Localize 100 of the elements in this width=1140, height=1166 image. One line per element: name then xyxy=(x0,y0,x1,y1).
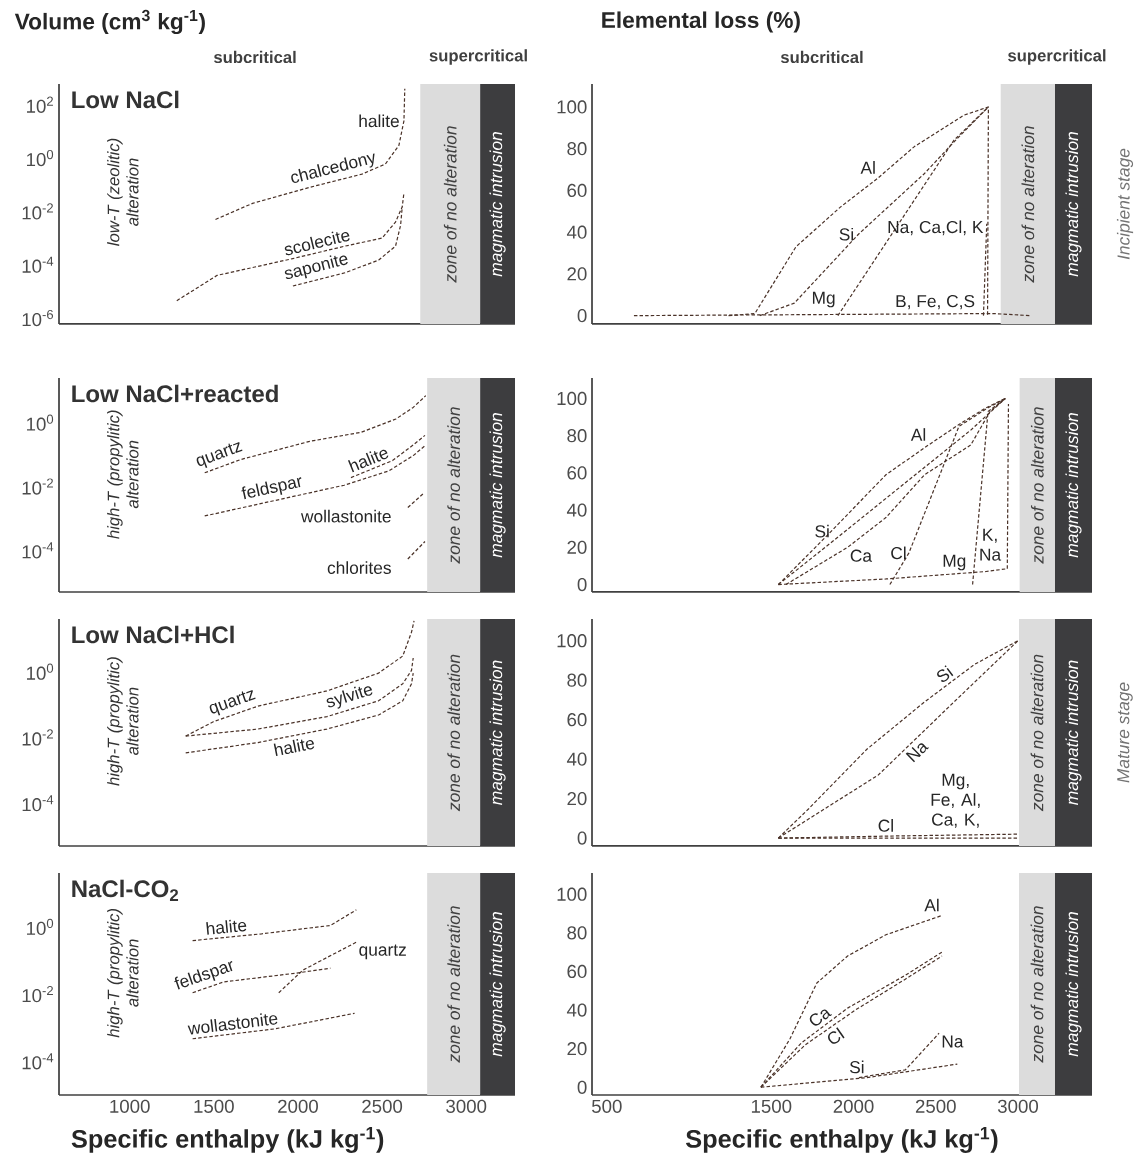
x-tick-label: 3000 xyxy=(446,1099,487,1113)
y-tick-label: 80 xyxy=(567,142,587,156)
x-axis-title: Specific enthalpy (kJ kg$^{-1}$) xyxy=(71,1127,384,1153)
x-tick-label: 2000 xyxy=(833,1099,874,1113)
series-label: Si xyxy=(815,524,829,538)
band-label: magmatic intrusion xyxy=(489,912,506,1057)
series-label: Al xyxy=(924,898,939,912)
y-tick-label: 10$^{-4}$ xyxy=(22,795,54,812)
series-label: Al xyxy=(860,161,875,174)
band-label: magmatic intrusion xyxy=(1065,912,1082,1057)
y-tick-label: 60 xyxy=(567,713,587,727)
chart-title: Low NaCl+HCl xyxy=(72,625,234,644)
band-label: zone of no alteration xyxy=(1030,654,1044,812)
x-tick-label: 1500 xyxy=(751,1099,792,1113)
y-tick-label: 0 xyxy=(577,831,587,845)
annotation: high-T (propylitic) alteration xyxy=(107,657,139,786)
text: feldspar xyxy=(174,961,233,990)
y-tick-label: 20 xyxy=(567,792,587,806)
text: supercritical xyxy=(429,49,527,65)
text: scolecite xyxy=(284,231,350,256)
y-axis-title: Volume (cm$^{3}$ kg$^{-1}$) xyxy=(14,9,205,35)
text: halite xyxy=(206,919,247,935)
chart-title: NaCl-CO$_{2}$ xyxy=(72,879,179,901)
y-tick-label: 80 xyxy=(567,926,587,940)
text: sylvite xyxy=(326,686,373,709)
x-axis-title: Specific enthalpy (kJ kg$^{-1}$) xyxy=(685,1127,998,1153)
y-tick-label: 0 xyxy=(577,309,587,323)
y-tick-label: 80 xyxy=(567,673,587,687)
text: subcritical xyxy=(780,50,863,64)
annotation: high-T (propylitic) alteration xyxy=(107,909,139,1038)
x-tick-label: 3000 xyxy=(997,1099,1039,1113)
chart-title: Low NaCl+reacted xyxy=(72,384,278,403)
band-label: zone of no alteration xyxy=(1030,407,1044,564)
y-tick-label: 10$^{-2}$ xyxy=(22,729,53,746)
y-tick-label: 10$^{-4}$ xyxy=(22,542,54,559)
series-label: Mg xyxy=(943,554,966,571)
text: supercritical xyxy=(1008,49,1106,65)
y-tick-label: 40 xyxy=(566,1003,587,1017)
y-tick-label: 10$^{0}$ xyxy=(27,414,54,431)
band-label: magmatic intrusion xyxy=(489,660,506,805)
y-tick-label: 10$^{-4}$ xyxy=(22,1053,54,1070)
band-label: zone of no alteration xyxy=(443,126,457,283)
band-label: zone of no alteration xyxy=(1030,906,1044,1063)
y-tick-label: 0 xyxy=(577,1080,587,1094)
annotation: high-T (propylitic) alteration xyxy=(107,410,139,539)
y-tick-label: 100 xyxy=(557,391,587,406)
y-axis-title: Elemental loss (%) xyxy=(602,11,800,33)
series-label: quartz xyxy=(359,944,406,960)
series-label: Al xyxy=(910,428,926,441)
y-tick-label: 10$^{-6}$ xyxy=(22,309,54,327)
y-tick-label: 20 xyxy=(567,267,587,281)
band-label: magmatic intrusion xyxy=(1065,660,1082,805)
text: Ca xyxy=(809,1009,832,1026)
series-label: Mg xyxy=(812,291,835,308)
band-label: magmatic intrusion xyxy=(489,413,506,558)
y-tick-label: 20 xyxy=(567,540,587,554)
y-tick-label: 10$^{-2}$ xyxy=(22,985,53,1003)
band-label: magmatic intrusion xyxy=(1065,132,1082,277)
y-tick-label: 10$^{-2}$ xyxy=(22,203,53,220)
x-tick-label: 2000 xyxy=(278,1099,318,1113)
band-label: zone of no alteration xyxy=(1021,126,1035,283)
y-tick-label: 10$^{-2}$ xyxy=(22,478,53,495)
y-tick-label: 100 xyxy=(557,100,587,114)
text: halite xyxy=(273,739,315,757)
y-tick-label: 40 xyxy=(566,503,587,517)
series-label: Si xyxy=(839,227,854,241)
x-tick-label: 2500 xyxy=(915,1099,956,1113)
series-label: halite xyxy=(359,114,399,128)
text: Si xyxy=(937,665,954,682)
series-label: Cl xyxy=(878,819,893,832)
band-label: magmatic intrusion xyxy=(1065,413,1082,558)
y-tick-label: 100 xyxy=(557,634,587,648)
y-tick-label: 80 xyxy=(567,429,587,443)
y-tick-label: 10$^{0}$ xyxy=(27,149,54,167)
series-label: Cl xyxy=(891,546,906,560)
text: Incipient stage xyxy=(1116,148,1134,260)
annotation: low-T (zeolitic) alteration xyxy=(107,138,139,246)
series-label: K, Na xyxy=(980,528,1002,561)
series-label: Ca xyxy=(850,549,873,562)
text: feldspar xyxy=(241,477,302,500)
x-tick-label: 1500 xyxy=(194,1099,234,1113)
y-tick-label: 20 xyxy=(567,1042,587,1056)
text: subcritical xyxy=(213,50,296,64)
band-label: zone of no alteration xyxy=(447,407,461,564)
band-label: zone of no alteration xyxy=(447,906,461,1063)
text: Cl xyxy=(828,1027,845,1044)
text: Mature stage xyxy=(1117,682,1133,783)
y-tick-label: 40 xyxy=(566,225,587,239)
text: quartz xyxy=(209,690,256,716)
text: Na xyxy=(905,743,929,763)
text: halite xyxy=(347,449,389,473)
x-tick-label: 2500 xyxy=(362,1099,403,1113)
y-tick-label: 10$^{0}$ xyxy=(27,918,54,936)
y-tick-label: 100 xyxy=(557,887,587,901)
x-tick-label: 500 xyxy=(591,1099,622,1113)
series-label: Si xyxy=(849,1060,864,1074)
x-tick-label: 1000 xyxy=(110,1099,150,1113)
y-tick-label: 0 xyxy=(577,577,587,592)
y-tick-label: 60 xyxy=(567,466,587,480)
series-label: B, Fe, C,S xyxy=(896,294,975,310)
